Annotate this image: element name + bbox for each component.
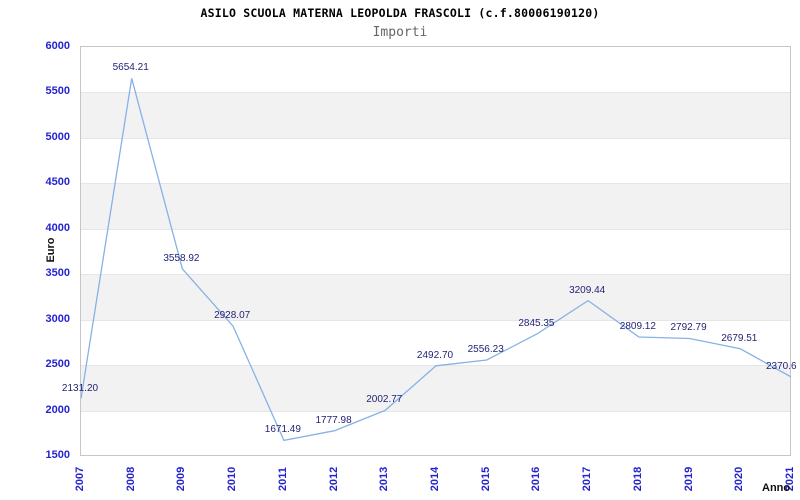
data-point-label: 2370.6 <box>766 360 797 372</box>
data-point-label: 2002.77 <box>366 394 403 406</box>
data-point-label: 2131.20 <box>61 382 99 394</box>
data-point-label: 2845.35 <box>518 317 555 329</box>
x-tick-label: 2009 <box>175 466 188 492</box>
gridline <box>81 410 790 412</box>
data-point-label: 2809.12 <box>619 321 656 332</box>
x-tick-label: 2010 <box>226 466 239 492</box>
x-axis-title: Anno <box>762 482 791 494</box>
gridline <box>81 319 790 321</box>
y-tick-label: 5000 <box>45 130 70 143</box>
y-tick-label: 1500 <box>45 449 70 461</box>
data-point-label: 1777.98 <box>315 414 352 426</box>
chart-subtitle: Importi <box>372 25 428 40</box>
gridline <box>81 274 790 276</box>
data-point-label: 3558.92 <box>163 252 200 264</box>
grid-band <box>81 365 790 411</box>
gridline <box>81 228 790 230</box>
x-tick-label: 2015 <box>479 466 492 492</box>
chart-title: ASILO SCUOLA MATERNA LEOPOLDA FRASCOLI (… <box>200 6 600 20</box>
line-series <box>81 78 791 442</box>
data-point-label: 2492.70 <box>416 349 454 361</box>
grid-band <box>81 183 790 229</box>
y-tick-label: 5500 <box>45 85 70 98</box>
x-tick-label: 2017 <box>581 466 594 492</box>
y-tick-label: 2000 <box>45 403 70 416</box>
y-tick-label: 6000 <box>45 40 70 52</box>
y-tick-label: 3500 <box>45 267 70 280</box>
y-tick-label: 3000 <box>45 312 70 325</box>
x-tick-label: 2018 <box>631 466 644 492</box>
x-tick-label: 2007 <box>74 466 86 492</box>
x-tick-label: 2014 <box>429 466 441 492</box>
data-point-label: 3209.44 <box>569 284 606 296</box>
x-tick-label: 2011 <box>276 467 289 491</box>
y-axis-title: Euro <box>45 237 57 263</box>
data-point-label: 5654.21 <box>112 62 149 74</box>
gridline <box>81 137 790 139</box>
data-point-label: 2928.07 <box>214 310 251 322</box>
x-tick-label: 2019 <box>682 466 695 492</box>
grid-band <box>81 274 790 320</box>
x-tick-label: 2020 <box>733 466 746 492</box>
x-tick-label: 2013 <box>378 466 391 492</box>
y-tick-label: 4000 <box>45 221 70 234</box>
data-point-label: 2679.51 <box>721 332 758 344</box>
x-tick-label: 2016 <box>530 466 543 492</box>
data-point-label: 2556.23 <box>467 344 504 355</box>
plot-area <box>80 46 791 456</box>
data-point-label: 1671.49 <box>264 424 301 436</box>
y-tick-label: 2500 <box>45 358 70 371</box>
data-point-label: 2792.79 <box>670 322 707 334</box>
x-tick-label: 2012 <box>327 466 340 492</box>
grid-band <box>81 92 790 138</box>
x-tick-label: 2008 <box>124 466 137 492</box>
gridline <box>81 183 790 185</box>
y-tick-label: 4500 <box>45 176 70 189</box>
gridline <box>81 92 790 94</box>
